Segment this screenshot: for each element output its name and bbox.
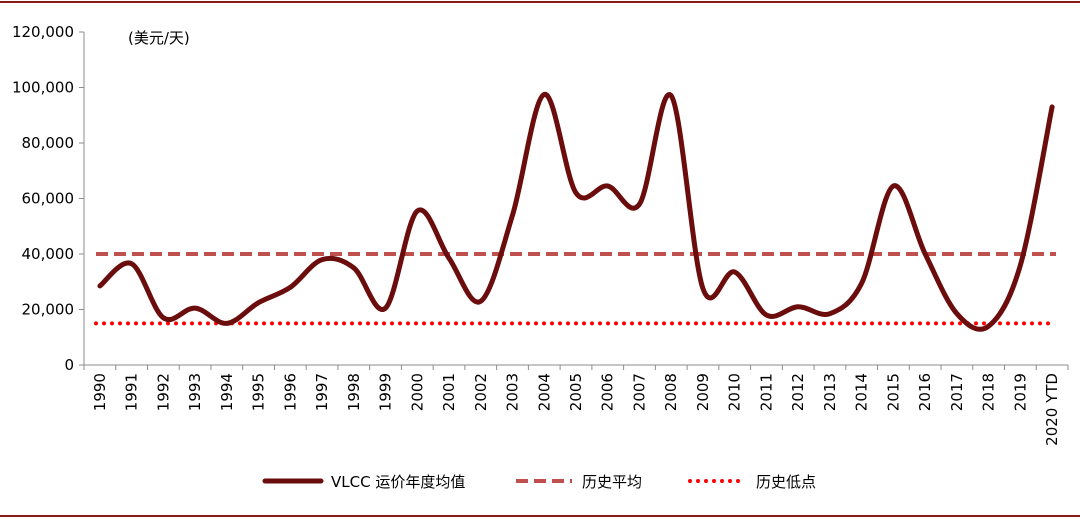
legend: VLCC 运价年度均值 历史平均 历史低点	[262, 473, 816, 491]
x-tick-label: 2005	[567, 373, 585, 411]
y-tick-label: 60,000	[22, 190, 75, 208]
x-tick-label: 1996	[281, 373, 299, 411]
x-tick-label: 2007	[630, 373, 648, 411]
axes: 0 20,000 40,000 60,000 80,000 100,000 120,000 1…	[12, 23, 1069, 446]
x-tick-label: 1991	[123, 373, 141, 411]
x-tick-label: 2016	[916, 373, 934, 411]
x-tick-label: 2000	[408, 373, 426, 411]
x-tick-label: 2017	[948, 373, 966, 411]
x-tick-label: 2020 YTD	[1043, 373, 1061, 446]
x-tick-label: 2008	[662, 373, 680, 411]
x-tick-label: 1992	[154, 373, 172, 411]
y-tick-label: 120,000	[12, 23, 74, 41]
x-tick-label: 1997	[313, 373, 331, 411]
x-tick-label: 1999	[377, 373, 395, 411]
y-tick-label: 0	[64, 356, 74, 374]
x-tick-label: 1994	[218, 373, 236, 411]
series-line-solid	[97, 91, 1055, 332]
legend-label: 历史平均	[582, 473, 642, 491]
x-tick-label: 2018	[980, 373, 998, 411]
legend-label: VLCC 运价年度均值	[331, 473, 465, 491]
x-tick-label: 2015	[884, 373, 902, 411]
x-tick-label: 2004	[535, 373, 553, 411]
unit-label: (美元/天)	[128, 29, 190, 47]
x-tick-label: 2011	[757, 373, 775, 411]
x-tick-label: 1993	[186, 373, 204, 411]
y-tick-label: 100,000	[12, 79, 74, 97]
series-layer	[94, 91, 1058, 332]
x-tick-label: 2006	[599, 373, 617, 411]
y-tick-label: 20,000	[22, 301, 75, 319]
legend-label: 历史低点	[756, 473, 816, 491]
y-tick-label: 40,000	[22, 245, 75, 263]
x-tick-label: 2001	[440, 373, 458, 411]
x-tick-label: 1998	[345, 373, 363, 411]
x-tick-label: 2009	[694, 373, 712, 411]
x-tick-label: 2003	[504, 373, 522, 411]
y-tick-label: 80,000	[22, 134, 75, 152]
x-tick-label: 2014	[853, 373, 871, 411]
x-tick-label: 2002	[472, 373, 490, 411]
x-tick-label: 1995	[250, 373, 268, 411]
x-tick-label: 2012	[789, 373, 807, 411]
x-tick-label: 2019	[1011, 373, 1029, 411]
x-tick-label: 2010	[726, 373, 744, 411]
x-tick-label: 1990	[91, 373, 109, 411]
x-tick-label: 2013	[821, 373, 839, 411]
